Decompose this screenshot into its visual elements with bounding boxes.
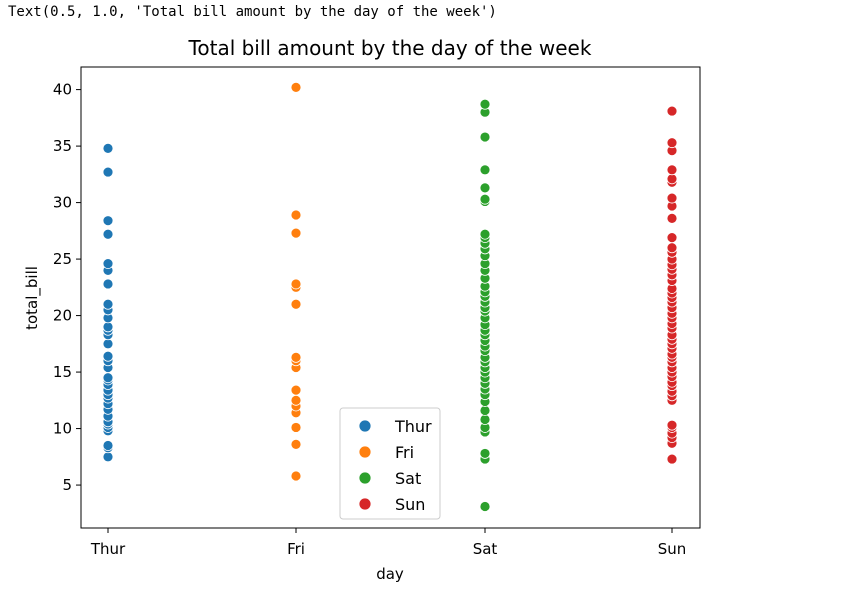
point-sun — [666, 164, 678, 176]
point-thur — [102, 215, 114, 227]
point-sat — [479, 131, 491, 143]
point-sun — [666, 173, 678, 185]
y-tick-label: 10 — [53, 420, 72, 438]
point-fri — [290, 394, 302, 406]
y-tick-label: 20 — [53, 307, 72, 325]
point-sun — [666, 192, 678, 204]
point-sun — [666, 419, 678, 431]
y-tick-label: 35 — [53, 137, 72, 155]
point-fri — [290, 438, 302, 450]
x-axis: Thur Fri Sat Sun — [90, 528, 686, 558]
legend-label-thur: Thur — [394, 417, 432, 436]
y-tick-label: 40 — [53, 81, 72, 99]
point-sat — [479, 98, 491, 110]
point-thur — [102, 451, 114, 463]
legend-marker-fri — [358, 445, 372, 459]
point-sat — [479, 448, 491, 459]
x-tick-label-fri: Fri — [287, 540, 305, 558]
point-fri — [290, 422, 302, 433]
legend-label-sun: Sun — [395, 495, 425, 514]
x-axis-label: day — [376, 565, 404, 583]
y-tick-label: 15 — [53, 363, 72, 381]
point-sun — [666, 232, 678, 244]
point-thur — [102, 298, 114, 310]
point-fri — [290, 298, 302, 310]
point-thur — [102, 166, 114, 178]
plot-frame — [80, 66, 701, 529]
legend-marker-thur — [358, 419, 372, 433]
legend-marker-sat — [358, 471, 372, 485]
point-fri — [290, 209, 302, 221]
y-axis-label: total_bill — [23, 266, 42, 330]
point-sun — [666, 242, 678, 254]
point-sat — [479, 414, 491, 425]
data-points — [102, 81, 678, 512]
x-tick-label-sun: Sun — [658, 540, 687, 558]
cell-output-text: Text(0.5, 1.0, 'Total bill amount by the… — [8, 4, 497, 20]
point-fri — [290, 227, 302, 239]
legend-label-sat: Sat — [395, 469, 421, 488]
point-fri — [290, 351, 302, 363]
point-sun — [666, 137, 678, 149]
point-fri — [290, 81, 302, 93]
point-sat — [479, 164, 491, 176]
chart-title: Total bill amount by the day of the week — [188, 36, 592, 60]
point-fri — [290, 278, 302, 290]
point-thur — [102, 258, 114, 270]
point-sat — [479, 501, 491, 512]
point-thur — [102, 350, 114, 362]
point-sun — [666, 105, 678, 117]
point-thur — [102, 440, 114, 451]
point-fri — [290, 384, 302, 396]
legend-marker-sun — [358, 497, 372, 511]
point-sat — [479, 182, 491, 194]
point-thur — [102, 228, 114, 240]
point-fri — [290, 470, 302, 482]
y-tick-label: 25 — [53, 250, 72, 268]
point-sat — [479, 193, 491, 205]
x-tick-label-sat: Sat — [473, 540, 498, 558]
legend-box — [339, 407, 441, 520]
y-tick-label: 30 — [53, 194, 72, 212]
point-thur — [102, 321, 114, 333]
point-sun — [666, 453, 678, 465]
legend: Thur Fri Sat Sun — [339, 407, 441, 520]
point-thur — [102, 338, 114, 350]
x-tick-label-thur: Thur — [90, 540, 126, 558]
point-thur — [102, 278, 114, 290]
point-sat — [479, 405, 491, 416]
point-sun — [666, 213, 678, 224]
legend-label-fri: Fri — [395, 443, 414, 462]
point-sat — [479, 228, 491, 240]
point-thur — [102, 372, 114, 384]
y-axis: 5 10 15 20 25 30 35 40 — [53, 81, 81, 494]
y-tick-label: 5 — [62, 476, 72, 494]
point-thur — [102, 142, 114, 154]
